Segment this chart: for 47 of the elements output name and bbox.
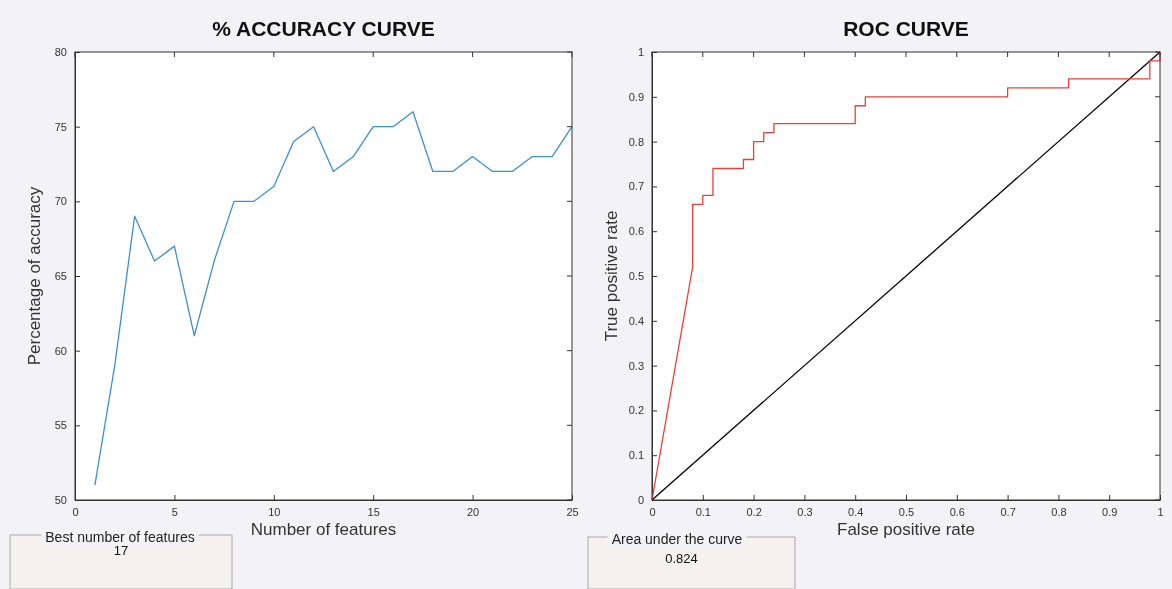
y-tick-label: 65 xyxy=(54,270,67,283)
x-tick-label: 0.5 xyxy=(898,505,915,518)
x-tick-label: 25 xyxy=(566,505,579,518)
x-tick-label: 1 xyxy=(1157,505,1164,518)
y-tick-label: 0.1 xyxy=(628,449,644,462)
line-series xyxy=(94,111,573,486)
x-tick-label: 0.9 xyxy=(1102,505,1118,518)
x-tick-label: 15 xyxy=(367,505,380,518)
y-tick-label: 0 xyxy=(637,494,644,507)
x-tick-label: 0.8 xyxy=(1051,505,1067,518)
y-tick-label: 0.8 xyxy=(628,135,644,148)
x-axis-title: False positive rate xyxy=(837,520,975,539)
line-series xyxy=(651,51,1161,501)
y-tick-label: 0.2 xyxy=(628,404,644,417)
x-tick-label: 0 xyxy=(72,505,79,518)
y-tick-label: 0.5 xyxy=(628,270,644,283)
x-tick-label: 20 xyxy=(466,505,480,518)
y-tick-label: 55 xyxy=(54,419,67,432)
y-tick-label: 0.7 xyxy=(628,180,644,193)
y-tick-label: 0.3 xyxy=(628,359,644,372)
y-tick-label: 60 xyxy=(54,344,67,357)
x-tick-label: 0.1 xyxy=(695,505,711,518)
y-tick-label: 80 xyxy=(54,46,67,59)
x-tick-label: 0 xyxy=(649,505,656,518)
text: 0.824 xyxy=(665,551,698,566)
y-tick-label: 50 xyxy=(54,494,67,507)
x-tick-label: 0.6 xyxy=(949,505,965,518)
x-tick-label: 0.2 xyxy=(746,505,762,518)
x-tick-label: 0.7 xyxy=(1000,505,1016,518)
y-tick-label: 75 xyxy=(54,120,67,133)
y-axis-title: True positive rate xyxy=(602,210,621,342)
x-tick-label: 10 xyxy=(268,505,281,518)
y-tick-label: 70 xyxy=(54,195,67,208)
text: Best number of features xyxy=(45,529,195,545)
y-tick-label: 1 xyxy=(637,46,644,59)
x-axis-title: Number of features xyxy=(250,520,397,539)
text: 17 xyxy=(113,543,129,558)
y-axis-title: Percentage of accuracy xyxy=(25,186,44,366)
x-tick-label: 0.3 xyxy=(797,505,813,518)
x-tick-label: 5 xyxy=(171,505,178,518)
y-tick-label: 0.6 xyxy=(628,225,644,238)
chart-title: ROC CURVE xyxy=(843,17,969,40)
x-tick-label: 0.4 xyxy=(848,505,864,518)
y-tick-label: 0.4 xyxy=(628,314,644,327)
text: Area under the curve xyxy=(611,531,743,547)
chart-title: % ACCURACY CURVE xyxy=(212,17,435,40)
y-tick-label: 0.9 xyxy=(628,90,644,103)
